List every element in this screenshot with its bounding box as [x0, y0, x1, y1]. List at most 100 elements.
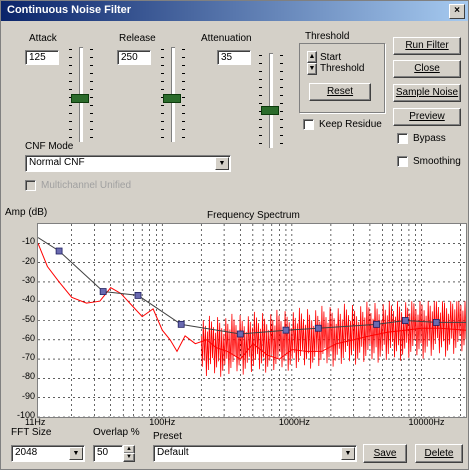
slider-tick	[259, 143, 262, 144]
keep-residue-checkbox[interactable]	[303, 119, 314, 130]
slider-tick	[161, 113, 164, 114]
sample-noise-button[interactable]: Sample Noise	[393, 84, 461, 102]
slider-tick	[280, 95, 283, 96]
slider-tick	[280, 119, 283, 120]
slider-tick	[182, 105, 185, 106]
y-tick-label: -90	[21, 390, 35, 401]
close-window-button[interactable]: ×	[449, 4, 465, 19]
y-tick-label: -100	[16, 410, 35, 420]
slider-tick	[280, 143, 283, 144]
slider-tick	[161, 57, 164, 58]
y-tick-label: -20	[21, 255, 35, 266]
attack-input[interactable]: 125	[25, 50, 59, 65]
spin-down-icon[interactable]: ▼	[123, 453, 135, 462]
fft-size-value: 2048	[15, 447, 38, 458]
slider-tick	[161, 105, 164, 106]
slider-tick	[182, 129, 185, 130]
slider-tick	[90, 113, 93, 114]
slider-tick	[69, 81, 72, 82]
multichannel-checkbox	[25, 180, 36, 191]
slider-tick	[182, 65, 185, 66]
slider-thumb[interactable]	[261, 106, 279, 116]
slider-tick	[90, 57, 93, 58]
preset-label: Preset	[153, 431, 182, 442]
slider-tick	[280, 71, 283, 72]
smoothing-checkbox[interactable]	[397, 156, 408, 167]
slider-tick	[259, 135, 262, 136]
threshold-group	[299, 43, 385, 113]
slider-tick	[280, 79, 283, 80]
spin-up-icon[interactable]: ▲	[307, 51, 317, 63]
slider-tick	[69, 113, 72, 114]
slider-tick	[90, 121, 93, 122]
curve-node	[432, 319, 440, 326]
release-input[interactable]: 250	[117, 50, 151, 65]
overlap-input[interactable]: 50	[93, 445, 123, 462]
slider-tick	[259, 95, 262, 96]
attenuation-input[interactable]: 35	[217, 50, 251, 65]
bypass-checkbox[interactable]	[397, 133, 408, 144]
chart-ylabel: Amp (dB)	[5, 207, 48, 218]
spin-down-icon[interactable]: ▼	[307, 63, 317, 75]
x-tick-label: 100Hz	[149, 417, 176, 427]
curve-node	[314, 324, 322, 332]
spectrum-plot[interactable]	[37, 223, 467, 418]
close-button[interactable]: Close	[393, 60, 461, 78]
slider-tick	[90, 89, 93, 90]
cnf-mode-select[interactable]: Normal CNF ▼	[25, 155, 231, 172]
slider-tick	[259, 79, 262, 80]
overlap-label: Overlap %	[93, 427, 140, 438]
slider-tick	[280, 103, 283, 104]
slider-tick	[280, 63, 283, 64]
chevron-down-icon[interactable]: ▼	[69, 447, 83, 460]
y-tick-label: -50	[21, 313, 35, 324]
slider-tick	[90, 65, 93, 66]
slider-tick	[259, 87, 262, 88]
preset-select[interactable]: Default ▼	[153, 445, 357, 462]
slider-tick	[90, 49, 93, 50]
slider-tick	[69, 49, 72, 50]
y-tick-label: -70	[21, 352, 35, 363]
slider-tick	[259, 71, 262, 72]
chevron-down-icon[interactable]: ▼	[215, 157, 229, 170]
y-tick-label: -60	[21, 332, 35, 343]
slider-tick	[161, 65, 164, 66]
slider-tick	[69, 97, 72, 98]
fft-size-select[interactable]: 2048 ▼	[11, 445, 85, 462]
slider-tick	[259, 119, 262, 120]
slider-tick	[161, 73, 164, 74]
slider-tick	[182, 81, 185, 82]
slider-tick	[69, 129, 72, 130]
slider-thumb[interactable]	[163, 94, 181, 104]
run-filter-button[interactable]: Run Filter	[393, 37, 461, 55]
preview-button[interactable]: Preview	[393, 108, 461, 126]
preset-value: Default	[157, 447, 189, 458]
slider-tick	[280, 127, 283, 128]
title-bar[interactable]: Continuous Noise Filter ×	[1, 1, 468, 21]
y-tick-label: -10	[21, 236, 35, 247]
slider-tick	[90, 105, 93, 106]
keep-residue-label: Keep Residue	[319, 119, 382, 130]
slider-tick	[259, 127, 262, 128]
save-preset-button[interactable]: Save	[363, 444, 407, 463]
attack-label: Attack	[29, 33, 57, 44]
slider-tick	[280, 55, 283, 56]
slider-tick	[69, 89, 72, 90]
slider-tick	[90, 137, 93, 138]
slider-thumb[interactable]	[71, 94, 89, 104]
fft-size-label: FFT Size	[11, 427, 52, 438]
overlap-spinner[interactable]: ▲ ▼	[123, 445, 135, 462]
chevron-down-icon[interactable]: ▼	[341, 447, 355, 460]
reset-button[interactable]: Reset	[309, 83, 371, 101]
slider-track	[269, 53, 273, 148]
curve-node	[134, 292, 142, 299]
slider-tick	[69, 65, 72, 66]
attenuation-slider[interactable]	[251, 51, 291, 151]
release-slider[interactable]	[153, 45, 193, 145]
threshold-spinner[interactable]: ▲ ▼	[307, 51, 317, 75]
attack-slider[interactable]	[61, 45, 101, 145]
delete-preset-button[interactable]: Delete	[415, 444, 463, 463]
slider-tick	[182, 89, 185, 90]
slider-tick	[259, 55, 262, 56]
